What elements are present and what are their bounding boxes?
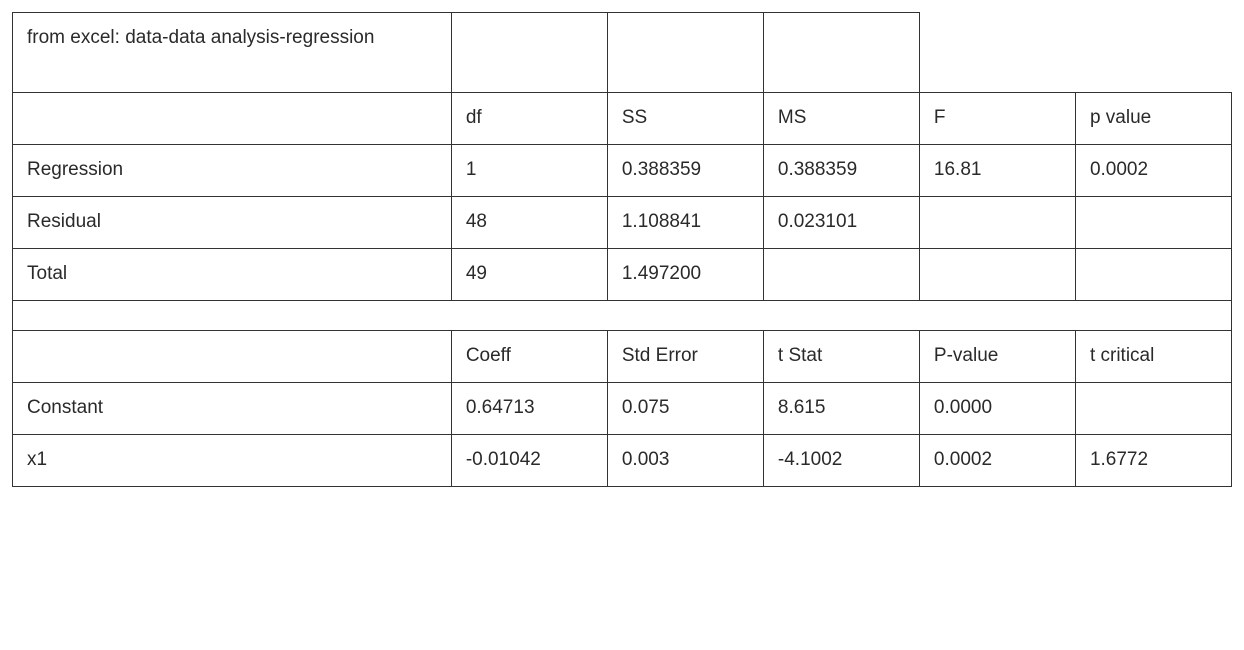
coeff-label: x1	[13, 435, 452, 487]
anova-cell: 0.0002	[1075, 145, 1231, 197]
empty-cell	[13, 331, 452, 383]
anova-cell	[919, 249, 1075, 301]
anova-cell: 0.388359	[607, 145, 763, 197]
empty-cell	[919, 13, 1075, 93]
coeff-cell: -0.01042	[451, 435, 607, 487]
coeff-cell: 0.075	[607, 383, 763, 435]
empty-cell	[1075, 13, 1231, 93]
coeff-header-row: Coeff Std Error t Stat P-value t critica…	[13, 331, 1232, 383]
anova-row-residual: Residual 48 1.108841 0.023101	[13, 197, 1232, 249]
title-row: from excel: data-data analysis-regressio…	[13, 13, 1232, 93]
coeff-header-tcrit: t critical	[1075, 331, 1231, 383]
anova-cell	[763, 249, 919, 301]
anova-cell	[1075, 197, 1231, 249]
coeff-header-coeff: Coeff	[451, 331, 607, 383]
spacer-cell	[1075, 301, 1231, 331]
anova-cell	[1075, 249, 1231, 301]
coeff-label: Constant	[13, 383, 452, 435]
regression-output-table: from excel: data-data analysis-regressio…	[12, 12, 1232, 487]
coeff-header-tstat: t Stat	[763, 331, 919, 383]
coeff-cell	[1075, 383, 1231, 435]
coeff-cell: 0.003	[607, 435, 763, 487]
anova-row-regression: Regression 1 0.388359 0.388359 16.81 0.0…	[13, 145, 1232, 197]
anova-cell: 0.023101	[763, 197, 919, 249]
spacer-cell	[451, 301, 607, 331]
spacer-cell	[607, 301, 763, 331]
coeff-cell: 1.6772	[1075, 435, 1231, 487]
coeff-cell: 8.615	[763, 383, 919, 435]
anova-header-row: df SS MS F p value	[13, 93, 1232, 145]
anova-cell: 0.388359	[763, 145, 919, 197]
anova-header-pvalue: p value	[1075, 93, 1231, 145]
coeff-cell: 0.0000	[919, 383, 1075, 435]
coeff-row-constant: Constant 0.64713 0.075 8.615 0.0000	[13, 383, 1232, 435]
anova-header-ss: SS	[607, 93, 763, 145]
spacer-row	[13, 301, 1232, 331]
anova-row-total: Total 49 1.497200	[13, 249, 1232, 301]
anova-header-ms: MS	[763, 93, 919, 145]
spacer-cell	[13, 301, 452, 331]
anova-header-df: df	[451, 93, 607, 145]
table-title: from excel: data-data analysis-regressio…	[13, 13, 452, 93]
anova-cell: 16.81	[919, 145, 1075, 197]
coeff-cell: -4.1002	[763, 435, 919, 487]
anova-cell	[919, 197, 1075, 249]
anova-cell: 1.108841	[607, 197, 763, 249]
anova-cell: 1	[451, 145, 607, 197]
spacer-cell	[919, 301, 1075, 331]
anova-label: Regression	[13, 145, 452, 197]
empty-cell	[607, 13, 763, 93]
coeff-cell: 0.64713	[451, 383, 607, 435]
empty-cell	[13, 93, 452, 145]
coeff-header-pvalue: P-value	[919, 331, 1075, 383]
coeff-header-stderr: Std Error	[607, 331, 763, 383]
anova-cell: 1.497200	[607, 249, 763, 301]
spacer-cell	[763, 301, 919, 331]
empty-cell	[451, 13, 607, 93]
anova-cell: 49	[451, 249, 607, 301]
anova-header-f: F	[919, 93, 1075, 145]
anova-cell: 48	[451, 197, 607, 249]
coeff-cell: 0.0002	[919, 435, 1075, 487]
anova-label: Total	[13, 249, 452, 301]
empty-cell	[763, 13, 919, 93]
coeff-row-x1: x1 -0.01042 0.003 -4.1002 0.0002 1.6772	[13, 435, 1232, 487]
anova-label: Residual	[13, 197, 452, 249]
